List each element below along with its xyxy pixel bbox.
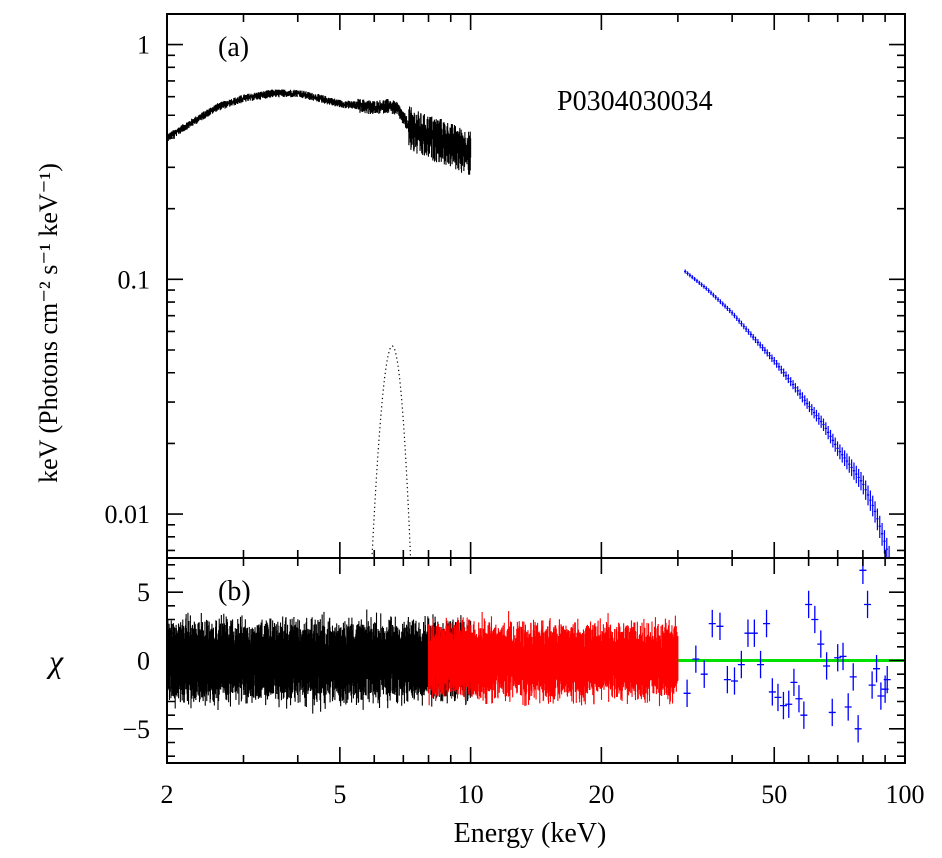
x-tick-label-2: 2 (161, 780, 174, 809)
x-tick-label-100: 100 (886, 780, 925, 809)
axis-ticks (166, 14, 906, 763)
x-tick-label-10: 10 (458, 780, 484, 809)
he-spectrum-data (684, 269, 891, 558)
y-tick-label-flux-1: 1 (137, 31, 150, 60)
iron-line-component (371, 345, 412, 558)
tick-marks (166, 14, 906, 763)
le-residuals (167, 609, 472, 714)
y-tick-label-flux-0.01: 0.01 (105, 500, 151, 529)
panel-b-label: (b) (218, 576, 251, 607)
y-tick-label-chi-0: −5 (122, 715, 150, 744)
tick-labels: 2 5 10 20 50 100 0.01 0.1 1 −5 0 5 (105, 31, 925, 809)
x-axis-label: Energy (keV) (454, 818, 607, 849)
y-tick-label-chi-2: 5 (137, 578, 150, 607)
x-tick-label-5: 5 (333, 780, 346, 809)
y-tick-label-chi-1: 0 (137, 647, 150, 676)
spectrum-axes-frame (166, 13, 906, 559)
observation-id-label: P0304030034 (557, 86, 713, 117)
spectrum-plot-area (167, 89, 891, 558)
y-tick-label-flux-0.1: 0.1 (118, 265, 151, 294)
x-tick-label-20: 20 (588, 780, 614, 809)
he-residuals (683, 558, 891, 743)
x-tick-label-50: 50 (761, 780, 787, 809)
le-spectrum-data (167, 89, 472, 175)
y-axis-label-chi: χ (46, 643, 64, 679)
me-residuals (427, 611, 679, 707)
residual-plot-area (167, 558, 905, 743)
panel-a-label: (a) (218, 32, 249, 63)
y-axis-label-flux: keV (Photons cm⁻² s⁻¹ keV⁻¹) (34, 163, 63, 483)
